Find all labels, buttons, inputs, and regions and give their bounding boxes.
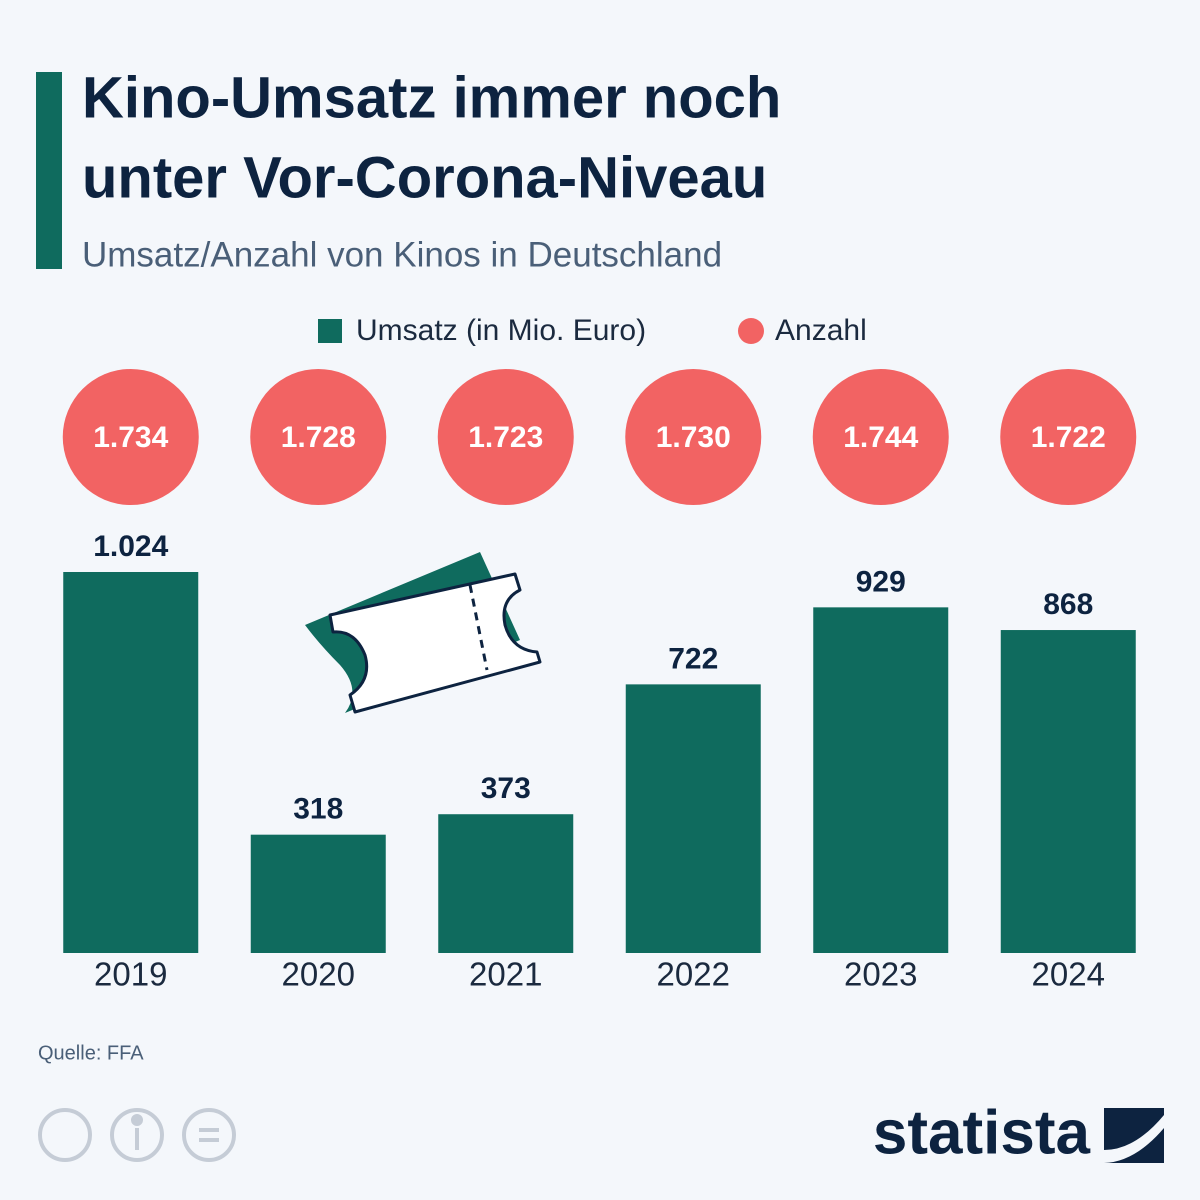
title-accent [36, 72, 62, 269]
x-tick-label: 2022 [657, 956, 730, 993]
bar [625, 684, 761, 953]
x-tick-label: 2019 [94, 956, 167, 993]
ticket-illustration [305, 552, 542, 714]
count-bubble [437, 369, 574, 505]
x-tick-label: 2021 [469, 956, 542, 993]
count-label: 1.722 [1031, 421, 1106, 454]
count-label: 1.734 [93, 421, 168, 454]
count-bubble [812, 369, 949, 505]
x-tick-label: 2024 [1032, 956, 1105, 993]
legend-swatch [738, 318, 764, 344]
count-bubble [625, 369, 762, 505]
nd-icon [182, 1108, 236, 1162]
value-label: 373 [481, 772, 531, 805]
brand-mark [1104, 1108, 1164, 1163]
bar [438, 814, 574, 953]
value-label: 318 [293, 793, 343, 826]
cc-icon [38, 1108, 92, 1162]
x-tick-label: 2023 [844, 956, 917, 993]
count-bubble [62, 369, 199, 505]
brand: statista [873, 1098, 1091, 1167]
bar [63, 572, 199, 953]
x-tick-label: 2020 [282, 956, 355, 993]
chart-subtitle: Umsatz/Anzahl von Kinos in Deutschland [82, 235, 722, 274]
chart-title: unter Vor-Corona-Niveau [82, 145, 767, 210]
bar [250, 834, 386, 953]
bar [813, 607, 949, 953]
legend-label: Anzahl [775, 314, 867, 347]
count-label: 1.728 [281, 421, 356, 454]
value-label: 868 [1043, 588, 1093, 621]
license-icons [38, 1108, 236, 1162]
value-label: 1.024 [93, 530, 168, 563]
count-label: 1.744 [843, 421, 918, 454]
chart-title: Kino-Umsatz immer noch [82, 65, 781, 130]
count-bubble [250, 369, 387, 505]
count-label: 1.723 [468, 421, 543, 454]
legend-label: Umsatz (in Mio. Euro) [356, 314, 646, 347]
by-icon-head [131, 1114, 143, 1126]
brand-mark-swoosh [1104, 1115, 1164, 1163]
bar [1000, 630, 1136, 953]
count-label: 1.730 [656, 421, 731, 454]
legend-swatch [318, 319, 342, 343]
count-bubble [1000, 369, 1137, 505]
value-label: 929 [856, 565, 906, 598]
ticket-front [328, 572, 542, 714]
source: Quelle: FFA [38, 1042, 144, 1064]
value-label: 722 [668, 642, 718, 675]
by-icon [110, 1108, 164, 1162]
ticket-perforation [468, 584, 489, 671]
